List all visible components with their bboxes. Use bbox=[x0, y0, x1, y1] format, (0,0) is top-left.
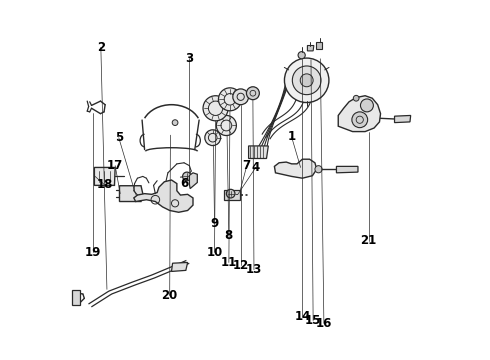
Polygon shape bbox=[95, 167, 115, 185]
Polygon shape bbox=[190, 173, 197, 189]
Circle shape bbox=[298, 51, 305, 59]
Text: 10: 10 bbox=[206, 246, 222, 259]
Text: 19: 19 bbox=[84, 246, 101, 259]
Polygon shape bbox=[274, 159, 317, 178]
Text: 1: 1 bbox=[288, 130, 295, 144]
Circle shape bbox=[353, 95, 359, 101]
Polygon shape bbox=[224, 190, 240, 201]
Circle shape bbox=[205, 130, 220, 145]
Text: 20: 20 bbox=[162, 289, 178, 302]
Polygon shape bbox=[72, 291, 80, 305]
Circle shape bbox=[361, 99, 373, 112]
Text: 16: 16 bbox=[316, 317, 332, 330]
Text: 5: 5 bbox=[115, 131, 123, 144]
Polygon shape bbox=[338, 96, 381, 132]
Text: 3: 3 bbox=[185, 51, 194, 64]
Polygon shape bbox=[337, 166, 358, 173]
Circle shape bbox=[233, 89, 248, 105]
Circle shape bbox=[203, 96, 228, 121]
Circle shape bbox=[352, 112, 368, 128]
Text: 8: 8 bbox=[225, 229, 233, 242]
Circle shape bbox=[183, 172, 191, 181]
Text: 2: 2 bbox=[97, 41, 105, 54]
Text: 15: 15 bbox=[305, 314, 321, 327]
Circle shape bbox=[300, 74, 313, 87]
Circle shape bbox=[226, 189, 235, 198]
Text: 18: 18 bbox=[96, 178, 113, 191]
Polygon shape bbox=[316, 42, 322, 49]
Polygon shape bbox=[307, 45, 314, 51]
Text: 4: 4 bbox=[252, 161, 260, 174]
Text: 13: 13 bbox=[246, 263, 262, 276]
Circle shape bbox=[293, 66, 321, 95]
Text: 14: 14 bbox=[294, 310, 311, 324]
Circle shape bbox=[285, 58, 329, 103]
Polygon shape bbox=[248, 146, 269, 158]
Circle shape bbox=[172, 120, 178, 126]
Text: 17: 17 bbox=[107, 159, 123, 172]
Circle shape bbox=[216, 116, 236, 135]
Polygon shape bbox=[134, 180, 193, 212]
Polygon shape bbox=[120, 186, 143, 202]
Text: 11: 11 bbox=[220, 256, 237, 269]
Text: 12: 12 bbox=[233, 259, 249, 272]
Polygon shape bbox=[394, 116, 411, 123]
Polygon shape bbox=[172, 262, 188, 271]
Text: 6: 6 bbox=[180, 177, 188, 190]
Text: 21: 21 bbox=[361, 234, 377, 247]
Text: 9: 9 bbox=[210, 216, 219, 230]
Circle shape bbox=[315, 166, 322, 173]
Circle shape bbox=[219, 88, 242, 111]
Circle shape bbox=[246, 87, 259, 100]
Text: 7: 7 bbox=[243, 159, 251, 172]
